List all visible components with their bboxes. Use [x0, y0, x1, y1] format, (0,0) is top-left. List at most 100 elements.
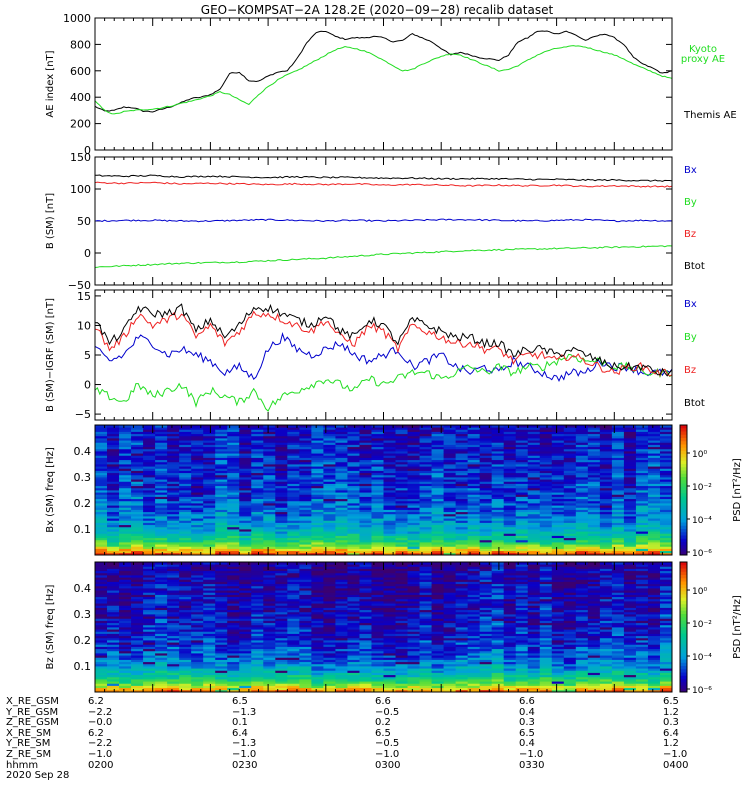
spectrogram-cell: [203, 605, 216, 608]
spectrogram-cell: [95, 509, 108, 513]
spectrogram-cell: [395, 550, 408, 554]
spectrogram-cell: [443, 477, 457, 480]
spectrogram-cell: [371, 544, 384, 547]
spectrogram-cell: [179, 440, 192, 443]
spectrogram-cell: [95, 616, 108, 619]
spectrogram-cell: [311, 685, 324, 689]
spectrogram-cell: [323, 590, 336, 593]
spectrogram-cell: [335, 620, 348, 624]
spectrogram-cell: [311, 477, 324, 480]
spectrogram-cell: [503, 535, 517, 539]
spectrogram-cell: [155, 429, 168, 432]
spectrogram-cell: [239, 438, 252, 441]
spectrogram-cell: [131, 459, 144, 463]
spectrogram-cell: [191, 640, 204, 643]
spectrogram-cell: [443, 427, 457, 430]
spectrogram-cell: [527, 511, 541, 515]
spectrogram-cell: [179, 607, 192, 611]
spectrogram-cell: [143, 644, 156, 647]
spectrogram-cell: [263, 622, 276, 626]
spectrogram-cell: [491, 481, 505, 484]
spectrogram-cell: [179, 668, 192, 671]
spectrogram-cell: [527, 481, 541, 484]
spectrogram-cell: [275, 507, 288, 510]
spectrogram-cell: [263, 533, 276, 536]
spectrogram-cell: [503, 457, 517, 461]
spectrogram-cell: [287, 614, 300, 617]
spectrogram-cell: [575, 479, 589, 482]
spectrogram-cell: [335, 474, 348, 478]
spectrogram-cell: [335, 531, 348, 534]
spectrogram-cell: [311, 676, 324, 680]
spectrogram-cell: [107, 676, 120, 680]
spectrogram-cell: [587, 492, 601, 495]
spectrogram-cell: [299, 616, 312, 619]
spectrogram-cell: [419, 537, 432, 541]
spectrogram-cell: [431, 494, 444, 497]
spectrogram-cell: [107, 685, 120, 689]
spectrogram-cell: [359, 535, 372, 539]
spectrogram-cell: [239, 668, 252, 671]
spectrogram-cell: [587, 457, 601, 461]
spectrogram-cell: [155, 431, 168, 435]
spectrogram-cell: [131, 635, 144, 639]
spectrogram-cell: [131, 611, 144, 615]
spectrogram-cell: [563, 492, 577, 495]
spectrogram-cell: [359, 453, 372, 456]
spectrogram-cell: [647, 544, 661, 547]
spectrogram-cell: [407, 516, 420, 519]
spectrogram-cell: [179, 442, 192, 445]
spectrogram-cell: [311, 550, 324, 554]
spectrogram-cell: [167, 453, 180, 456]
spectrogram-cell: [155, 444, 168, 448]
spectrogram-cell: [179, 683, 192, 686]
spectrogram-cell: [419, 479, 432, 482]
spectrogram-cell: [167, 479, 180, 482]
spectrogram-cell: [563, 490, 577, 493]
spectrogram-cell: [191, 487, 204, 491]
spectrogram-cell: [503, 490, 517, 493]
spectrogram-cell: [443, 544, 457, 547]
spectrogram-cell: [395, 485, 408, 489]
spectrogram-cell: [275, 594, 288, 598]
spectrogram-cell: [215, 459, 228, 463]
spectrogram-cell: [119, 588, 132, 591]
spectrogram-cell: [323, 642, 336, 645]
spectrogram-cell: [611, 481, 625, 484]
spectrogram-cell: [143, 500, 156, 504]
spectrogram-cell: [443, 438, 457, 441]
spectrogram-cell: [251, 585, 264, 589]
spectrogram-cell: [191, 477, 204, 480]
spectrogram-cell: [203, 644, 216, 647]
spectrogram-cell: [287, 459, 300, 463]
spectrogram-cell: [287, 620, 300, 624]
spectrogram-cell: [191, 518, 204, 521]
spectrogram-cell: [275, 548, 288, 552]
spectrogram-cell: [239, 442, 252, 445]
spectrogram-cell: [203, 672, 216, 676]
spectrogram-cell: [611, 533, 625, 536]
spectrogram-cell: [155, 492, 168, 495]
spectrogram-cell: [431, 539, 444, 543]
spectrogram-cell: [143, 566, 156, 569]
spectrogram-cell: [647, 429, 661, 432]
spectrogram-cell: [335, 672, 348, 676]
spectrogram-cell: [155, 425, 168, 428]
spectrogram-cell: [539, 453, 553, 456]
spectrogram-cell: [155, 477, 168, 480]
spectrogram-cell: [107, 616, 120, 619]
spectrogram-cell: [179, 572, 192, 576]
spectrogram-cell: [263, 451, 276, 454]
spectrogram-cell: [659, 487, 673, 491]
spectrogram-cell: [515, 539, 529, 543]
spectrogram-cell: [371, 455, 384, 458]
spectrogram-cell: [347, 657, 360, 660]
spectrogram-cell: [203, 657, 216, 660]
spectrogram-cell: [371, 531, 384, 534]
spectrogram-cell: [143, 425, 156, 428]
spectrogram-cell: [263, 494, 276, 497]
spectrogram-cell: [191, 687, 204, 691]
series-line-bz: [94, 181, 673, 188]
spectrogram-cell: [239, 435, 252, 439]
spectrogram-cell: [263, 663, 276, 667]
